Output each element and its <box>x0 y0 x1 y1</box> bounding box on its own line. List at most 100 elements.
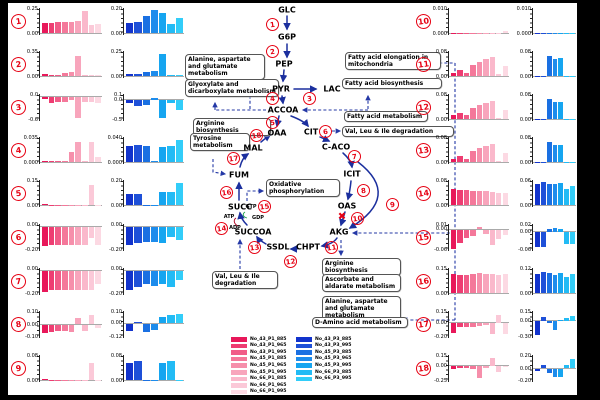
chart-10-blue-bar <box>570 32 575 33</box>
chart-12-pink-y-ticks <box>446 95 448 120</box>
chart-7-pink-tick-label: -0.20 <box>25 291 38 297</box>
chart-7-blue-bar <box>150 270 159 286</box>
chart-7-pink-zero-line <box>40 269 102 271</box>
chart-14-blue-y-ticks <box>530 181 532 206</box>
chart-10-blue-bar <box>558 32 564 33</box>
chart-18-blue-tick-label: 0.00 <box>519 365 531 372</box>
chart-7-pink-bar <box>62 270 68 291</box>
chart-8-pink-zero-line <box>40 324 102 325</box>
legend-pink-swatch <box>231 337 247 342</box>
chart-4-blue-zero-line <box>124 161 184 163</box>
chart-7-pink-bar <box>95 270 101 285</box>
chart-3-pink-bar <box>95 96 101 103</box>
chart-3-blue-bar <box>150 97 159 100</box>
chart-9-blue-bar <box>126 362 134 381</box>
chart-15-blue-tick-label: -0.06 <box>518 247 531 253</box>
chart-8-pink-bar <box>55 325 61 331</box>
chart-1-blue-bar <box>159 13 167 33</box>
chart-4-pink-y-ticks <box>37 138 39 163</box>
chart-15-blue-bar <box>535 232 540 247</box>
chart-1-pink-bar <box>48 22 55 33</box>
pathway-box-l1: Alanine, aspartate and glutamate metabol… <box>185 54 265 80</box>
chart-2-pink-tick-label: 0.00 <box>26 74 38 80</box>
chart-16-pink-tick-label: 0.15 <box>435 266 447 272</box>
chart-6-blue-bar <box>167 226 175 237</box>
chart-12-blue-tick-label: 0.00 <box>519 117 531 123</box>
chart-18-blue-y-axis <box>532 355 533 382</box>
chart-2-blue-tick-label: 0.25 <box>110 49 122 55</box>
chart-6-pink-bar <box>55 226 61 245</box>
chart-11-blue-bar <box>546 55 552 76</box>
chart-7-pink-bar <box>75 270 81 291</box>
chart-3-pink-bar <box>42 96 48 99</box>
chart-10-blue-bar <box>540 32 546 33</box>
chart-4-blue-bar <box>134 144 142 163</box>
metabolite-oaa: OAA <box>267 128 287 138</box>
chart-15-blue-bar <box>558 229 564 232</box>
chart-13-blue-y-ticks <box>530 138 532 163</box>
chart-8-blue-y-axis <box>123 311 124 338</box>
chart-10-blue-tick-label: 0.010 <box>516 6 531 12</box>
chart-17-pink-tick-label: 0.00 <box>435 319 447 326</box>
chart-11-pink-bar <box>483 58 489 77</box>
chart-1-pink-y-ticks <box>37 9 39 34</box>
chart-8-pink-tick-label: 0.00 <box>26 321 38 328</box>
chart-6-pink-bar <box>68 226 75 245</box>
chart-18-blue-y-ticks <box>530 356 532 381</box>
chart-14-pink-y-axis <box>448 180 449 207</box>
chart-3-blue-tick-label: 0.0 <box>114 96 122 103</box>
chart-2-blue-y-ticks <box>121 52 123 77</box>
blocked-reaction-x-icon: ✖ <box>337 211 347 223</box>
chart-16-blue-y-axis <box>532 268 533 295</box>
legend-pink-label: No_66_P1_995 <box>250 389 287 395</box>
metabolite-glc: GLC <box>278 5 296 15</box>
chart-13-blue-bar <box>546 142 552 162</box>
chart-17-pink-bar <box>457 323 463 328</box>
chart-15-pink-zero-line <box>449 228 509 230</box>
chart-7-pink-bar <box>82 270 88 291</box>
chart-2-pink-bar <box>68 72 75 76</box>
chart-1-pink-zero-line <box>40 32 102 34</box>
chart-4-pink-bar <box>48 161 55 162</box>
chart-14-pink-bar <box>476 190 483 205</box>
chart-8-pink-bar <box>82 325 88 331</box>
chart-14-pink-zero-line <box>449 204 509 206</box>
metabolite-succoa: SUCCOA <box>234 227 272 237</box>
chart-11-pink-y-axis <box>448 51 449 78</box>
chart-7-pink-tick-label: 0.00 <box>26 266 38 272</box>
chart-13-blue-y-axis <box>532 137 533 164</box>
chart-7-blue-bar <box>159 270 167 285</box>
chart-4-blue-y-axis <box>123 137 124 164</box>
chart-9-blue-y-axis <box>123 355 124 382</box>
chart-17-blue-bar <box>564 317 570 321</box>
chart-2-blue-bar <box>134 74 142 76</box>
chart-11-pink-bar <box>502 65 508 76</box>
chart-8-pink-bar <box>75 317 81 325</box>
chart-17-blue-zero-line <box>533 320 576 322</box>
chart-3-blue-y-ticks <box>121 95 123 120</box>
chart-1-blue-bar <box>167 23 175 33</box>
chart-18-blue-bar <box>564 365 570 369</box>
chart-13-blue-zero-line <box>533 161 576 163</box>
chart-16-pink-bar <box>451 274 457 293</box>
metabolite-c_aco: C-ACO <box>321 142 351 152</box>
chart-3-pink-y-ticks <box>37 95 39 120</box>
chart-14-pink-bar <box>502 193 508 205</box>
chart-3-blue-bar <box>159 100 167 118</box>
chart-2-pink-y-ticks <box>37 52 39 77</box>
chart-15-pink-tick-label: 0.01 <box>435 222 447 228</box>
chart-18-pink-tick-label: 0.00 <box>435 362 447 369</box>
chart-18-pink-tick-label: -0.25 <box>434 378 447 384</box>
pathway-box-l2: Glyoxylate and dicarboxylate metabolism <box>185 79 279 98</box>
chart-2-blue-bar <box>175 75 183 76</box>
chart-11-blue-y-axis <box>532 51 533 78</box>
chart-15-pink-bar <box>502 229 508 236</box>
chart-15-blue-bar <box>546 228 552 232</box>
chart-12-pink-bar <box>470 107 476 119</box>
chart-3-pink-y-axis <box>39 94 40 121</box>
chart-15-blue-bar <box>570 232 575 245</box>
chart-6-blue-bar <box>142 226 150 242</box>
metabolite-pyr: PYR <box>272 84 290 94</box>
chart-12-blue-zero-line <box>533 118 576 120</box>
chart-2-pink-bar <box>75 56 81 76</box>
